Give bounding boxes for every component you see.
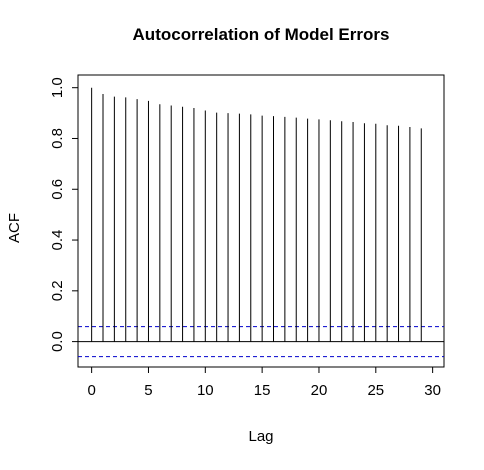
y-tick-label-4: 0.8 bbox=[49, 128, 66, 149]
plot-frame bbox=[77, 74, 445, 368]
y-tick-label-5: 1.0 bbox=[49, 77, 66, 98]
x-axis-label: Lag bbox=[248, 428, 273, 445]
plot-area: 0 5 10 15 20 25 30 0.0 0.2 0.4 0.6 0.8 1.0 bbox=[49, 74, 445, 399]
y-tick-label-1: 0.2 bbox=[49, 280, 66, 301]
x-tick-label-25: 25 bbox=[367, 382, 384, 399]
x-tick-label-0: 0 bbox=[87, 382, 95, 399]
chart-title: Autocorrelation of Model Errors bbox=[133, 25, 390, 44]
x-tick-label-10: 10 bbox=[197, 382, 214, 399]
y-tick-label-0: 0.0 bbox=[49, 331, 66, 352]
x-tick-label-5: 5 bbox=[144, 382, 152, 399]
y-axis-label: ACF bbox=[6, 213, 23, 243]
y-tick-label-3: 0.6 bbox=[49, 179, 66, 200]
y-tick-label-2: 0.4 bbox=[49, 230, 66, 251]
x-tick-label-15: 15 bbox=[254, 382, 271, 399]
x-tick-label-30: 30 bbox=[424, 382, 441, 399]
x-tick-label-20: 20 bbox=[311, 382, 328, 399]
